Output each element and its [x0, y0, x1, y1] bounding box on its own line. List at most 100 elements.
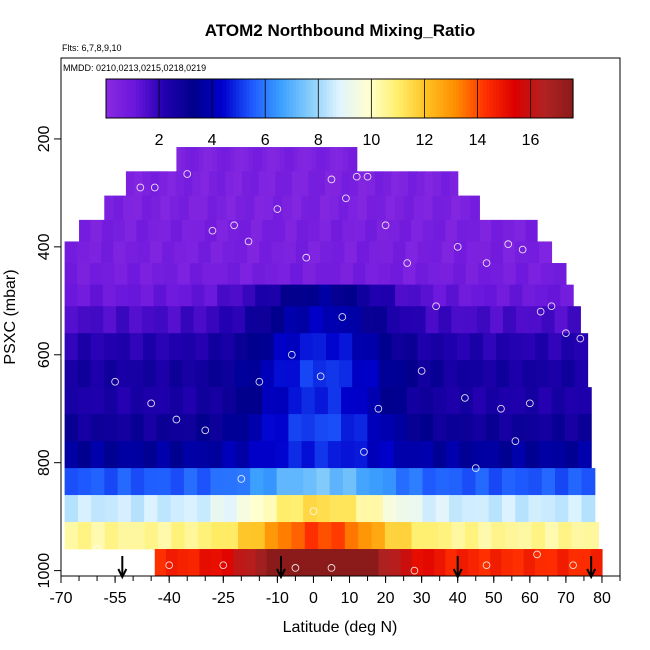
heatmap-cell — [577, 441, 592, 469]
heatmap-cell — [509, 360, 523, 388]
colorbar-segment — [329, 79, 334, 118]
heatmap-cell — [541, 468, 556, 496]
heatmap-cell — [296, 306, 311, 334]
heatmap-cell — [514, 219, 527, 242]
heatmap-cell — [406, 414, 421, 442]
colorbar-segment — [159, 79, 164, 118]
heatmap-cell — [377, 263, 392, 286]
heatmap-cell — [391, 333, 406, 361]
heatmap-cell — [376, 219, 389, 242]
colorbar-segment — [272, 79, 277, 118]
heatmap-cell — [380, 387, 395, 415]
heatmap-cell — [223, 468, 238, 496]
heatmap-cell — [409, 495, 424, 523]
heatmap-cell — [211, 522, 226, 550]
heatmap-cell — [156, 441, 171, 469]
heatmap-cell — [275, 171, 285, 196]
colorbar-segment — [509, 79, 514, 118]
heatmap-cell — [143, 414, 158, 442]
heatmap-cell — [490, 306, 504, 334]
colorbar-segment — [466, 79, 471, 118]
heatmap-cell — [477, 306, 491, 334]
heatmap-cell — [169, 441, 184, 469]
heatmap-cell — [365, 360, 379, 388]
heatmap-cell — [340, 263, 354, 286]
heatmap-cell — [157, 495, 172, 523]
heatmap-cell — [366, 195, 377, 221]
heatmap-cell — [217, 171, 227, 196]
heatmap-cell — [248, 147, 254, 172]
y-tick-label: 400 — [36, 233, 53, 260]
heatmap-cell — [322, 306, 336, 334]
heatmap-cell — [496, 360, 510, 388]
heatmap-cells — [64, 147, 603, 577]
heatmap-cell — [91, 495, 105, 523]
flight-marker — [497, 404, 505, 413]
colorbar-tick-label: 14 — [469, 132, 487, 149]
heatmap-cell — [316, 468, 331, 496]
heatmap-cell — [198, 241, 212, 264]
colorbar-segment — [152, 79, 157, 118]
heatmap-cell — [313, 360, 327, 388]
heatmap-cell — [357, 195, 368, 221]
colorbar-segment — [562, 79, 567, 118]
heatmap-cell — [208, 171, 218, 196]
heatmap-cell — [277, 263, 291, 286]
colorbar-segment — [222, 79, 227, 118]
heatmap-cell — [288, 441, 303, 469]
colorbar-segment — [362, 79, 367, 118]
heatmap-cell — [313, 333, 327, 361]
heatmap-cell — [525, 414, 540, 442]
heatmap-cell — [153, 284, 167, 307]
heatmap-cell — [180, 306, 195, 334]
heatmap-cell — [247, 360, 262, 388]
heatmap-cell — [285, 219, 298, 242]
heatmap-cell — [183, 414, 197, 442]
heatmap-cell — [339, 333, 353, 361]
heatmap-cell — [501, 549, 514, 577]
heatmap-cell — [341, 387, 355, 415]
heatmap-cell — [509, 333, 523, 361]
heatmap-cell — [581, 468, 596, 496]
colorbar-segment — [166, 79, 170, 118]
colorbar-segment — [459, 79, 464, 118]
heatmap-cell — [430, 360, 445, 388]
heatmap-cell — [460, 195, 471, 221]
colorbar-segment — [526, 79, 531, 118]
heatmap-cell — [273, 219, 286, 242]
heatmap-cell — [183, 495, 198, 523]
heatmap-cell — [316, 495, 331, 523]
heatmap-cell — [134, 171, 144, 196]
heatmap-cell — [558, 522, 573, 550]
flight-marker — [403, 259, 412, 267]
heatmap-cell — [432, 171, 442, 196]
heatmap-cell — [175, 171, 185, 196]
heatmap-cell — [472, 387, 487, 415]
heatmap-cell — [420, 284, 434, 307]
heatmap-cell — [399, 219, 412, 242]
heatmap-cell — [393, 414, 408, 442]
latitude-arrowhead — [586, 568, 597, 580]
heatmap-cell — [374, 306, 388, 334]
heatmap-cell — [314, 387, 329, 415]
heatmap-cell — [568, 468, 583, 496]
heatmap-cell — [343, 147, 349, 172]
heatmap-cell — [141, 306, 156, 334]
heatmap-cell — [244, 549, 256, 577]
heatmap-cell — [394, 195, 405, 221]
heatmap-cell — [254, 195, 265, 221]
colorbar-segment — [539, 79, 544, 118]
heatmap-cell — [166, 284, 180, 307]
heatmap-cell — [198, 195, 209, 221]
heatmap-cell — [378, 549, 391, 577]
colorbar-segment — [112, 79, 117, 118]
heatmap-cell — [170, 468, 185, 496]
heatmap-cell — [365, 263, 379, 286]
flight-marker — [93, 545, 101, 553]
colorbar-segment — [209, 79, 214, 118]
heatmap-cell — [485, 414, 500, 442]
heatmap-cell — [104, 195, 115, 221]
heatmap-cell — [171, 522, 186, 550]
heatmap-cell — [235, 195, 246, 221]
heatmap-cell — [398, 522, 413, 550]
